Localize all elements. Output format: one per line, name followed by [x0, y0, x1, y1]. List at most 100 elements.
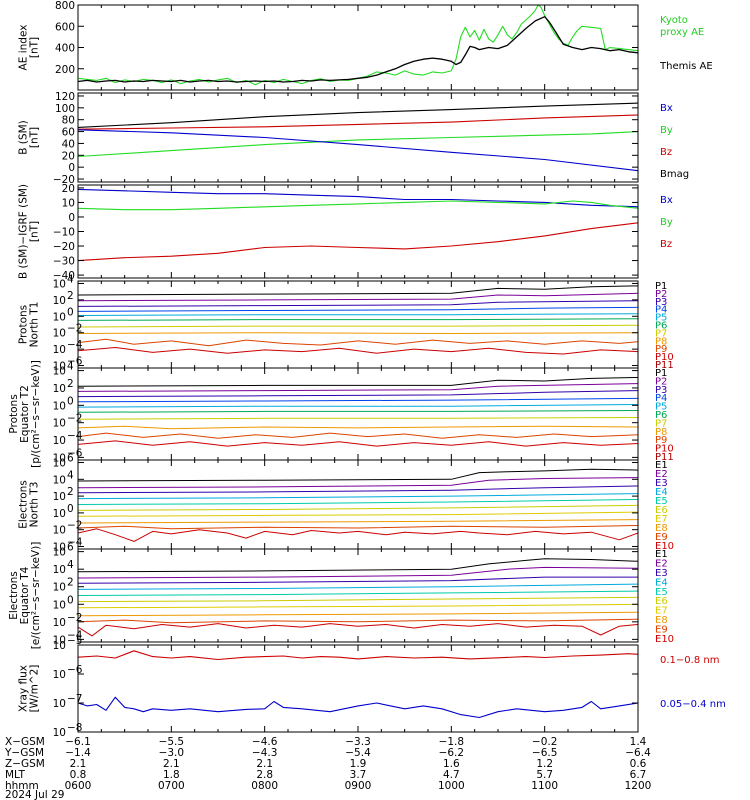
series-ee-e3: [77, 576, 638, 584]
series-pn-p6: [77, 318, 639, 321]
legend-pn-p3: P3: [655, 297, 667, 308]
y-tick-label-en: 10: [53, 508, 66, 520]
series-pe-p7: [77, 417, 639, 420]
y-axis-label-ee: Electrons: [8, 571, 20, 620]
legend-pn-p11: P11: [655, 360, 674, 371]
y-tick-label-bigrf: −30: [53, 256, 75, 268]
orbit-value: −6.4: [625, 747, 651, 759]
orbit-value: 0800: [251, 780, 278, 792]
legend-bsm-bz: Bz: [660, 147, 672, 158]
legend-ee-e5: E5: [655, 587, 668, 598]
series-pe-p8: [77, 425, 639, 430]
legend-pe-p10: P10: [655, 444, 674, 455]
y-tick-label-pe: 10: [53, 435, 66, 447]
y-tick-label-bsm: 60: [62, 127, 75, 139]
y-axis-label-bsm: [nT]: [29, 127, 41, 148]
y-tick-exponent-ee: 2: [67, 577, 74, 589]
y-tick-exponent-xray: −8: [67, 722, 82, 734]
y-tick-label-bigrf: −10: [53, 227, 75, 239]
y-axis-label-ae: AE index: [18, 25, 30, 71]
panel-frame-pe: [77, 367, 639, 461]
y-axis-label-pe: Protons: [8, 394, 20, 433]
y-axis-label-xray: [W/m^2]: [29, 665, 41, 713]
orbit-value: 2.1: [163, 758, 180, 770]
legend-en-e8: E8: [655, 523, 668, 534]
series-ee-e6: [77, 596, 639, 603]
y-tick-label-pn: 10: [53, 295, 66, 307]
orbit-value: 2.1: [70, 758, 87, 770]
orbit-row-label: Y−GSM: [4, 747, 44, 759]
y-tick-label-pn: 10: [53, 361, 66, 373]
y-tick-label-bsm: 80: [62, 115, 75, 127]
legend-en-e10: E10: [655, 541, 674, 552]
series-bigrf-bz: [77, 222, 639, 262]
legend-pe-p11: P11: [655, 452, 674, 463]
y-tick-exponent-pe: −2: [67, 413, 82, 425]
y-tick-label-ee: 10: [53, 617, 66, 629]
legend-bsm-bmag: Bmag: [660, 169, 689, 180]
legend-ae-themis-ae: Themis AE: [659, 61, 713, 72]
orbit-value: −5.4: [345, 747, 371, 759]
series-ee-e7: [77, 603, 639, 609]
series-pn-p3: [77, 300, 639, 307]
y-tick-label-xray: 10: [53, 727, 66, 739]
y-tick-label-ae: 200: [55, 64, 75, 76]
legend-pn-p6: P6: [655, 321, 667, 332]
orbit-value: 0.8: [70, 769, 87, 781]
y-tick-label-bigrf: 10: [62, 197, 75, 209]
y-tick-label-bigrf: −40: [53, 270, 75, 282]
legend-ee-e9: E9: [655, 625, 668, 636]
y-tick-exponent-en: 2: [67, 486, 74, 498]
y-tick-exponent-pn: −6: [67, 356, 83, 368]
legend-bigrf-bx: Bx: [660, 195, 673, 206]
y-tick-label-bsm: 20: [62, 150, 75, 162]
series-ee-e2: [77, 566, 639, 579]
y-tick-exponent-pn: 2: [67, 290, 74, 302]
orbit-value: −6.1: [65, 736, 91, 748]
legend-pe-p8: P8: [655, 427, 667, 438]
y-tick-exponent-en: −2: [67, 520, 82, 532]
series-pe-p6: [77, 410, 639, 413]
legend-ee-e4: E4: [655, 577, 668, 588]
orbit-value: −1.8: [439, 736, 465, 748]
y-tick-exponent-pe: 4: [67, 361, 74, 373]
y-tick-exponent-ee: 6: [67, 542, 74, 554]
y-tick-exponent-en: 0: [67, 503, 74, 515]
legend-xray-0-05-0-4-nm: 0.05−0.4 nm: [660, 699, 726, 710]
orbit-value: −4.3: [252, 747, 278, 759]
series-pn-p10: [77, 347, 639, 355]
orbit-value: 2.1: [256, 758, 273, 770]
series-ee-e10: [77, 623, 639, 637]
series-pe-p3: [77, 390, 639, 398]
series-en-e1: [77, 468, 639, 482]
legend-en-e7: E7: [655, 514, 668, 525]
series-pe-p5: [77, 404, 639, 408]
legend-pe-p5: P5: [655, 402, 667, 413]
y-tick-label-bigrf: 0: [68, 212, 75, 224]
y-tick-label-bsm: 100: [55, 103, 75, 115]
orbit-row-label: Z−GSM: [5, 758, 45, 770]
legend-pe-p2: P2: [655, 376, 667, 387]
y-tick-label-en: 10: [53, 541, 66, 553]
series-ee-e9: [77, 618, 639, 624]
orbit-value: −3.3: [345, 736, 371, 748]
orbit-value: 0900: [345, 780, 372, 792]
y-tick-label-xray: 10: [53, 640, 66, 652]
series-bsm-bmag: [77, 102, 639, 128]
y-tick-exponent-en: 4: [67, 469, 74, 481]
legend-pn-p2: P2: [655, 289, 667, 300]
legend-xray-0-1-0-8-nm: 0.1−0.8 nm: [660, 655, 719, 666]
y-tick-label-pe: 10: [53, 418, 66, 430]
y-axis-label-pn: Protons: [18, 305, 30, 344]
y-tick-exponent-pn: −4: [67, 339, 83, 351]
y-tick-exponent-ee: −4: [67, 629, 83, 641]
y-tick-label-pn: 10: [53, 278, 66, 290]
series-bsm-bx: [77, 129, 639, 172]
orbit-value: 6.7: [630, 769, 647, 781]
date-label: 2024 Jul 29: [5, 789, 64, 800]
series-ee-e8: [77, 611, 639, 617]
y-tick-label-bsm: 120: [55, 91, 75, 103]
y-tick-label-bigrf: 20: [62, 183, 75, 195]
legend-pe-p7: P7: [655, 418, 667, 429]
